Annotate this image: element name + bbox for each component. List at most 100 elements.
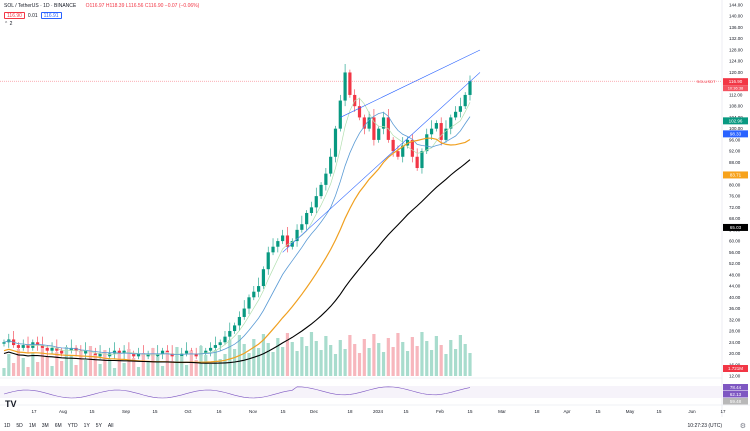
tradingview-logo-icon[interactable]: TV <box>5 399 17 409</box>
timeframe-all[interactable]: All <box>107 423 114 429</box>
volume-bar <box>108 359 112 376</box>
clock[interactable]: 10:27:23 (UTC) <box>687 423 722 429</box>
volume-bar <box>69 356 73 376</box>
candle-body <box>439 123 443 140</box>
time-tick: Aug <box>59 409 68 414</box>
timeframe-3m[interactable]: 3M <box>41 423 49 429</box>
price-label: 116.90 <box>729 79 743 84</box>
volume-bar <box>21 358 25 376</box>
candle-body <box>276 241 280 247</box>
time-tick: 2024 <box>373 409 384 414</box>
candle-body <box>305 212 309 225</box>
candle-body <box>319 184 323 197</box>
price-tick: 100.00 <box>729 126 743 131</box>
time-tick: Sep <box>122 409 131 414</box>
candle-body <box>257 286 261 292</box>
price-tick: 128.00 <box>729 47 743 52</box>
candle-body <box>45 347 49 351</box>
candle-body <box>458 106 462 112</box>
volume-bar <box>319 350 323 376</box>
candle-body <box>343 72 347 101</box>
volume-bar <box>300 337 304 376</box>
price-tick: 12.00 <box>729 374 741 379</box>
price-label: 83.71 <box>730 172 742 177</box>
candle-body <box>60 350 64 354</box>
time-tick: Jun <box>688 409 696 414</box>
time-tick: 15 <box>595 409 601 414</box>
time-tick: 15 <box>152 409 158 414</box>
candle-body <box>69 347 73 351</box>
sell-button[interactable]: 116.90 <box>4 12 25 19</box>
candle-body <box>208 347 213 351</box>
indicator-count: 2 <box>9 21 13 27</box>
volume-bar <box>2 368 6 376</box>
volume-bar <box>74 365 78 376</box>
volume-bar <box>276 338 280 376</box>
timeframe-6m[interactable]: 6M <box>54 423 62 429</box>
candle-body <box>180 353 184 357</box>
volume-bar <box>458 335 462 376</box>
price-tick: 112.00 <box>729 92 743 97</box>
volume-bar <box>391 347 395 376</box>
volume-bar <box>396 333 400 376</box>
candle-body <box>16 345 21 348</box>
time-tick: 18 <box>534 409 540 414</box>
candle-body <box>463 94 467 107</box>
symbol-title[interactable]: SOL / TetherUS · 1D · BINANCE <box>4 3 77 9</box>
volume-bar <box>127 349 131 376</box>
price-tick: 140.00 <box>729 14 743 19</box>
price-tick: 96.00 <box>729 137 741 142</box>
volume-bar <box>36 362 40 376</box>
indicators-toggle[interactable]: ⌃ 2 <box>4 21 12 27</box>
candle-countdown: 10:36:38 <box>728 86 744 91</box>
timeframe-1m[interactable]: 1M <box>28 423 36 429</box>
candle-body <box>453 111 458 118</box>
timeframe-5d[interactable]: 5D <box>16 423 23 429</box>
volume-bar <box>84 360 88 376</box>
volume-bar <box>333 354 338 376</box>
volume-bar <box>463 344 467 376</box>
volume-bar <box>377 343 381 376</box>
volume-bar <box>199 346 203 376</box>
volume-bar <box>420 332 424 376</box>
timeframe-5y[interactable]: 5Y <box>95 423 102 429</box>
volume-bar <box>60 361 64 376</box>
time-tick: 17 <box>720 409 726 414</box>
candle-body <box>420 151 424 169</box>
candle-body <box>434 123 438 129</box>
candle-body <box>21 345 25 348</box>
timeframe-ytd[interactable]: YTD <box>67 423 78 429</box>
candle-body <box>132 353 136 357</box>
candle-body <box>112 350 117 354</box>
candle-body <box>309 207 314 213</box>
price-tick: 32.00 <box>729 317 741 322</box>
price-tick: 44.00 <box>729 284 741 289</box>
spread-value: 0.01 <box>27 12 38 19</box>
candle-body <box>362 117 366 129</box>
time-tick: 15 <box>467 409 473 414</box>
candle-body <box>449 117 453 129</box>
price-tick: 132.00 <box>729 36 743 41</box>
time-tick: Apr <box>563 409 571 414</box>
candle-body <box>266 252 270 270</box>
rsi-label-bg <box>723 384 748 391</box>
time-tick: May <box>626 409 635 414</box>
candle-body <box>324 173 328 185</box>
symbol-legend: SOL / TetherUS · 1D · BINANCE O116.97 H1… <box>4 3 199 10</box>
price-tick: 68.00 <box>729 216 741 221</box>
volume-bar <box>357 353 362 376</box>
timeframe-1y[interactable]: 1Y <box>83 423 90 429</box>
buy-button[interactable]: 116.91 <box>40 12 62 19</box>
gear-icon[interactable]: ⚙ <box>739 423 746 430</box>
volume-bar <box>338 340 342 376</box>
candle-body <box>261 269 266 287</box>
channel-upper-line <box>340 49 481 118</box>
volume-bar <box>175 347 179 376</box>
volume-bar <box>103 350 107 376</box>
time-tick: Nov <box>249 409 258 414</box>
channel-lower-line <box>282 72 481 253</box>
candle-body <box>333 128 338 157</box>
timeframe-1d[interactable]: 1D <box>4 423 11 429</box>
